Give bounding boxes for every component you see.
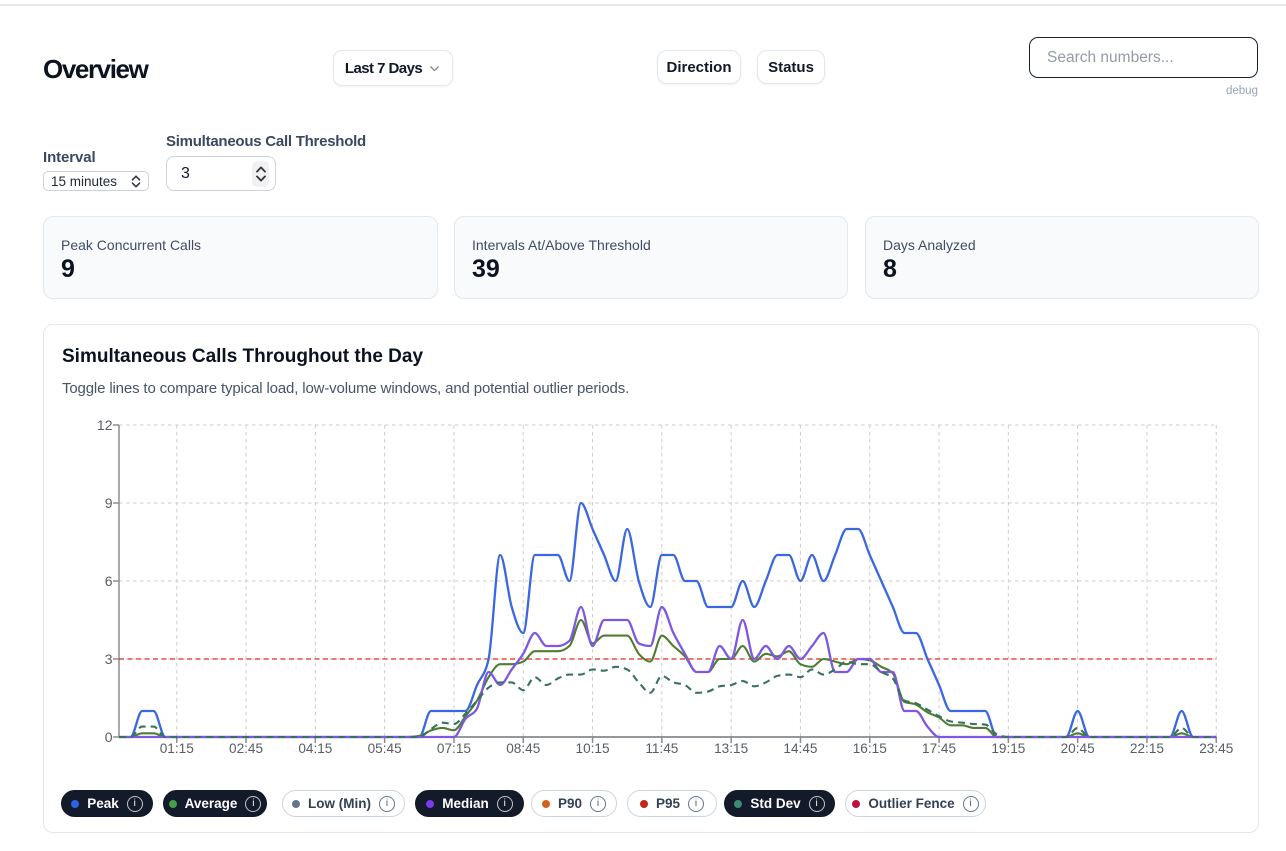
svg-text:20:45: 20:45 xyxy=(1061,741,1095,756)
svg-text:13:15: 13:15 xyxy=(714,741,748,756)
svg-text:17:45: 17:45 xyxy=(922,741,956,756)
svg-text:19:15: 19:15 xyxy=(991,741,1025,756)
svg-text:02:45: 02:45 xyxy=(229,741,263,756)
svg-text:05:45: 05:45 xyxy=(368,741,402,756)
svg-text:07:15: 07:15 xyxy=(437,741,471,756)
svg-text:16:15: 16:15 xyxy=(853,741,887,756)
svg-text:0: 0 xyxy=(105,729,113,745)
svg-text:14:45: 14:45 xyxy=(783,741,817,756)
svg-text:6: 6 xyxy=(105,573,113,589)
svg-text:01:15: 01:15 xyxy=(160,741,194,756)
svg-text:10:15: 10:15 xyxy=(576,741,610,756)
svg-text:11:45: 11:45 xyxy=(645,741,678,756)
svg-text:22:15: 22:15 xyxy=(1130,741,1164,756)
svg-text:12: 12 xyxy=(97,417,113,433)
svg-text:9: 9 xyxy=(105,495,113,511)
svg-text:23:45: 23:45 xyxy=(1199,741,1233,756)
svg-text:08:45: 08:45 xyxy=(506,741,540,756)
svg-text:04:15: 04:15 xyxy=(298,741,332,756)
svg-text:3: 3 xyxy=(105,651,113,667)
